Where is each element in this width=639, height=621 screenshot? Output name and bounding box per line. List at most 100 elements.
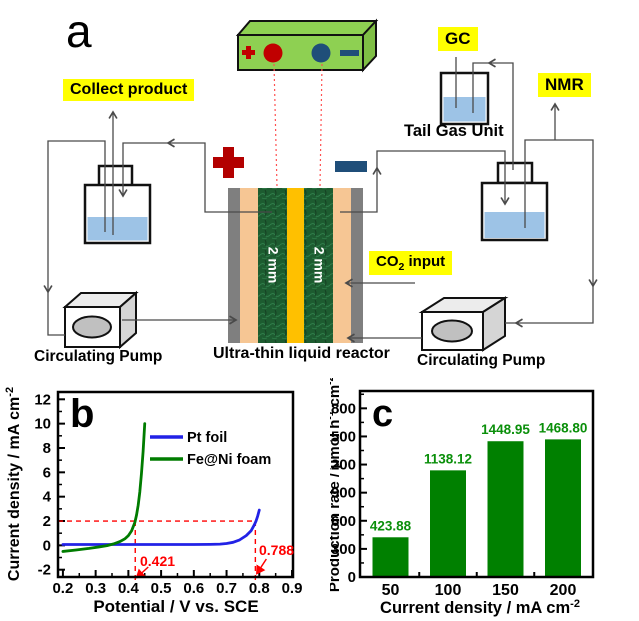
right-flask-to-pump-line bbox=[524, 139, 593, 286]
x-tick-label: 0.2 bbox=[52, 580, 73, 597]
x-tick-label: 0.6 bbox=[183, 580, 204, 597]
y-tick-label: 8 bbox=[43, 440, 51, 457]
y-tick-label: 300 bbox=[331, 541, 356, 558]
cathode-lead-dotted bbox=[319, 63, 323, 188]
reactor-gasket-left bbox=[240, 188, 258, 343]
right-flask-liquid bbox=[484, 212, 545, 238]
reactor-gasket-right bbox=[333, 188, 351, 343]
bar-200 bbox=[545, 439, 581, 577]
lsv-xlabel: Potential / V vs. SCE bbox=[93, 597, 258, 616]
y-tick-label: 2 bbox=[43, 513, 51, 530]
y-tick-label: 0 bbox=[43, 537, 51, 554]
tail-gas-beaker-liquid bbox=[443, 97, 486, 122]
tail-gas-unit-caption: Tail Gas Unit bbox=[404, 122, 504, 140]
anode-lead-dotted bbox=[273, 63, 278, 188]
right-flask-neck bbox=[496, 161, 534, 185]
x-category-label: 100 bbox=[435, 582, 462, 599]
y-tick-label: 4 bbox=[43, 489, 52, 506]
bar-ylabel-main: Production rate / μmol h bbox=[330, 420, 343, 593]
lsv-legend: Pt foil Fe@Ni foam bbox=[150, 430, 271, 468]
left-pump-rotor-icon bbox=[72, 315, 112, 339]
bar-plot-area: 0 300 600 900 1200 1500 1800 423.88 50 1138.12 100… bbox=[330, 393, 588, 599]
reactor-electrode-right bbox=[304, 188, 333, 343]
co2-suffix: input bbox=[404, 253, 446, 270]
power-supply bbox=[235, 18, 379, 73]
right-pump-rotor-icon bbox=[431, 319, 473, 343]
reactor-frame-left bbox=[228, 188, 240, 343]
series-Pt foil bbox=[61, 508, 261, 546]
ultra-thin-liquid-reactor: 2 mm 2 mm bbox=[228, 188, 363, 343]
left-flask-to-pump-line2 bbox=[47, 292, 65, 336]
reactor-to-left-flask-line2 bbox=[123, 142, 168, 196]
bar-value-label: 1138.12 bbox=[424, 451, 472, 466]
co2-prefix: CO bbox=[376, 253, 399, 270]
electrode-left-thickness: 2 mm bbox=[265, 247, 281, 284]
co2-subscript: 2 bbox=[398, 261, 405, 273]
plus-icon bbox=[213, 147, 244, 178]
lsv-plot-area: 0.2 0.3 0.4 0.5 0.6 0.7 0.8 0.9 -2 0 2 4 6 8 10 12 bbox=[34, 391, 302, 597]
x-tick-label: 0.9 bbox=[282, 580, 303, 597]
right-collection-flask bbox=[480, 161, 549, 242]
left-flask-liquid bbox=[87, 217, 148, 241]
x-tick-label: 0.5 bbox=[151, 580, 172, 597]
x-category-label: 200 bbox=[550, 582, 577, 599]
reactor-caption: Ultra-thin liquid reactor bbox=[213, 345, 390, 362]
bar-xlabel-sup: -2 bbox=[570, 598, 580, 610]
y-tick-label: 1200 bbox=[330, 457, 356, 474]
right-circulating-pump bbox=[418, 296, 509, 352]
bar-ylabel-sup2: -2 bbox=[330, 378, 336, 385]
left-pump-caption: Circulating Pump bbox=[34, 348, 163, 365]
onset-annotation-1: 0.421 bbox=[140, 553, 175, 569]
bar-150 bbox=[487, 441, 524, 577]
panel-c-letter: c bbox=[372, 393, 393, 435]
bar-value-label: 1448.95 bbox=[481, 422, 530, 437]
x-category-label: 50 bbox=[382, 582, 400, 599]
lsv-chart: 0.2 0.3 0.4 0.5 0.6 0.7 0.8 0.9 -2 0 2 4 6 8 10 12 b Cu… bbox=[4, 387, 302, 616]
tail-gas-unit-beaker bbox=[439, 71, 490, 126]
y-tick-label: 900 bbox=[331, 485, 356, 502]
x-tick-label: 0.7 bbox=[216, 580, 237, 597]
power-supply-top-face bbox=[235, 20, 379, 36]
bar-ylabel: Production rate / μmol h-1 cm-2 bbox=[330, 378, 343, 592]
x-tick-label: 0.8 bbox=[249, 580, 270, 597]
bar-xlabel-main: Current density / mA cm bbox=[380, 599, 570, 617]
series-Fe@Ni foam bbox=[61, 422, 147, 553]
right-flask-to-tailgas-line bbox=[489, 63, 514, 170]
apparatus-diagram: 2 mm 2 mm bbox=[0, 18, 639, 352]
x-tick-label: 0.3 bbox=[85, 580, 106, 597]
right-flask-to-pump-line2 bbox=[516, 286, 594, 323]
left-flask-to-pump-line bbox=[48, 140, 106, 292]
bar-50 bbox=[372, 537, 409, 577]
left-circulating-pump bbox=[62, 290, 139, 350]
legend-label-pt-foil: Pt foil bbox=[187, 430, 227, 446]
bar-ylabel-sup1: -1 bbox=[330, 410, 336, 419]
positive-terminal-icon bbox=[263, 43, 283, 63]
reactor-to-left-flask-line bbox=[168, 143, 272, 213]
reactor-electrode-left bbox=[258, 188, 287, 343]
lsv-ylabel: Current density / mA cm-2 bbox=[4, 387, 23, 581]
bar-value-label: 1468.80 bbox=[539, 420, 588, 435]
production-rate-chart: 0 300 600 900 1200 1500 1800 423.88 50 1138.12 100… bbox=[330, 378, 595, 617]
onset-arrow-2 bbox=[256, 558, 267, 575]
y-tick-label: 1500 bbox=[330, 428, 356, 445]
negative-terminal-icon bbox=[311, 43, 331, 63]
bar-value-label: 423.88 bbox=[370, 518, 412, 533]
minus-terminal-icon bbox=[340, 50, 359, 56]
reactor-membrane bbox=[287, 188, 304, 343]
reactor-frame-right bbox=[351, 188, 363, 343]
y-tick-label: 12 bbox=[34, 391, 51, 408]
bar-frame bbox=[358, 389, 595, 579]
right-flask-to-tailgas-line2 bbox=[472, 62, 489, 113]
reactor-to-right-flask-line bbox=[340, 168, 377, 213]
x-tick-label: 0.4 bbox=[118, 580, 140, 597]
lsv-frame bbox=[56, 390, 295, 579]
legend-label-feni-foam: Fe@Ni foam bbox=[187, 452, 271, 468]
panel-b-letter: b bbox=[70, 392, 94, 436]
panel-a-letter: a bbox=[66, 5, 92, 57]
y-tick-label: 10 bbox=[34, 416, 51, 433]
collect-product-label: Collect product bbox=[63, 79, 195, 101]
y-tick-label: 0 bbox=[348, 569, 356, 586]
y-tick-label: -2 bbox=[38, 562, 51, 579]
y-tick-label: 6 bbox=[43, 464, 51, 481]
